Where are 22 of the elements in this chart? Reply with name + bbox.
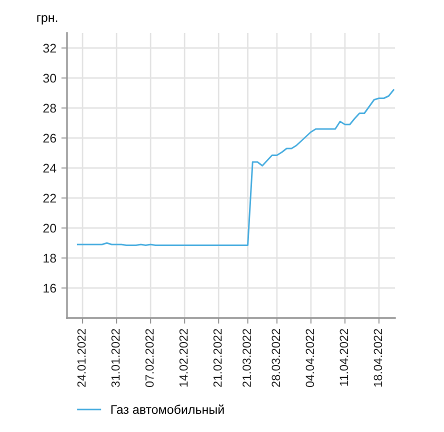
y-tick-label: 18	[44, 254, 56, 263]
y-tick-label: 30	[43, 74, 56, 83]
x-tick-label: 07.02.2022	[145, 329, 154, 388]
x-tick-label: 28.03.2022	[272, 329, 280, 387]
y-tick-label: 26	[43, 134, 56, 143]
legend-label: Газ автомобильный	[111, 404, 224, 414]
y-tick-label: 22	[43, 194, 56, 203]
y-tick-label: 28	[43, 104, 56, 113]
x-tick-label: 31.01.2022	[111, 329, 120, 388]
x-tick-label: 04.04.2022	[306, 329, 314, 388]
y-tick-label: 16	[44, 284, 56, 293]
line-series	[76, 89, 394, 246]
y-tick-label: 24	[43, 164, 56, 173]
y-tick-label: 20	[43, 224, 56, 233]
x-tick-label: 21.03.2022	[242, 329, 251, 387]
x-tick-label: 11.04.2022	[340, 329, 348, 386]
y-tick-label: 32	[43, 44, 56, 53]
y-axis-title: грн.	[37, 15, 58, 24]
x-tick-label: 21.02.2022	[213, 329, 222, 387]
x-tick-label: 18.04.2022	[374, 329, 382, 387]
x-tick-label: 24.01.2022	[77, 329, 86, 387]
x-tick-label: 14.02.2022	[179, 329, 188, 387]
